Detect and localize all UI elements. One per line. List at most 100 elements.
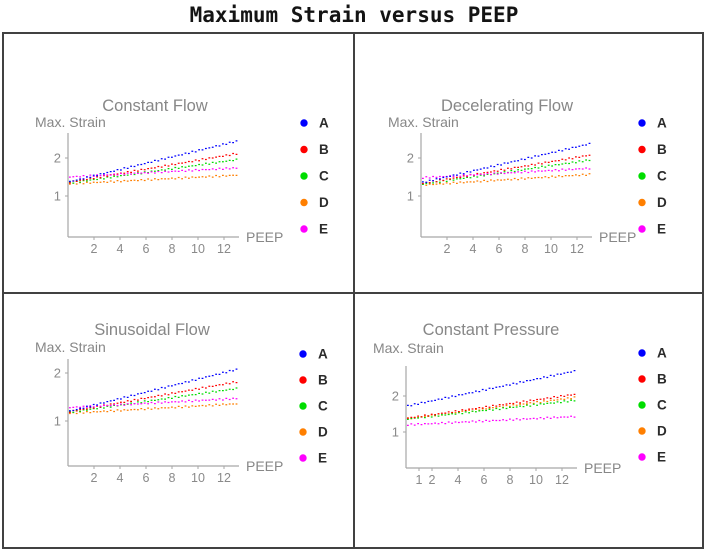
x-tick-label: 10 bbox=[544, 242, 558, 256]
legend-label-D: D bbox=[319, 195, 329, 210]
subplot-constant-flow: Constant Flow Max. Strain 2 4 6 8 10 12 PEEP 1 2 A B… bbox=[4, 34, 355, 294]
x-tick-label: 10 bbox=[191, 471, 205, 485]
legend-label-D: D bbox=[657, 424, 667, 439]
legend-label-B: B bbox=[657, 142, 667, 157]
x-axis-label: PEEP bbox=[246, 229, 283, 245]
x-tick-label: 12 bbox=[217, 242, 231, 256]
subplot-grid: Constant Flow Max. Strain 2 4 6 8 10 12 PEEP 1 2 A B… bbox=[2, 32, 704, 549]
x-tick-label: 8 bbox=[507, 473, 514, 487]
legend-dot-A bbox=[299, 350, 307, 358]
legend-label-C: C bbox=[319, 169, 329, 184]
x-tick-label: 6 bbox=[496, 242, 503, 256]
y-axis-label: Max. Strain bbox=[35, 114, 106, 130]
legend-dot-B bbox=[299, 376, 307, 384]
legend-dot-E bbox=[638, 225, 646, 233]
legend-dot-A bbox=[638, 119, 646, 127]
x-tick-label: 10 bbox=[191, 242, 205, 256]
y-axis-label: Max. Strain bbox=[373, 340, 444, 356]
series-E-line bbox=[422, 167, 591, 179]
series-D-line bbox=[69, 174, 238, 185]
series-A-line bbox=[69, 368, 238, 412]
series-A-line bbox=[422, 142, 591, 183]
subplot-decelerating-flow: Decelerating Flow Max. Strain 2 4 6 8 10 12 PEEP… bbox=[355, 34, 702, 294]
series-C-line bbox=[69, 387, 238, 414]
x-axis-label: PEEP bbox=[599, 229, 636, 245]
subplot-title: Constant Pressure bbox=[423, 321, 560, 339]
legend-label-A: A bbox=[319, 116, 329, 131]
series-E-line bbox=[407, 415, 576, 426]
y-axis-label: Max. Strain bbox=[35, 339, 106, 355]
y-tick-label: 2 bbox=[54, 366, 61, 381]
legend-label-C: C bbox=[657, 169, 667, 184]
subplot-sinusoidal-flow: Sinusoidal Flow Max. Strain 2 4 6 8 10 12 PEEP 1 2… bbox=[4, 294, 355, 547]
legend-label-A: A bbox=[657, 346, 667, 361]
legend-dot-D bbox=[638, 427, 646, 435]
x-tick-label: 2 bbox=[444, 242, 451, 256]
series-D-line bbox=[422, 173, 591, 186]
figure-title: Maximum Strain versus PEEP bbox=[189, 3, 519, 27]
legend-dot-B bbox=[638, 375, 646, 383]
y-tick-label: 1 bbox=[407, 189, 414, 204]
legend-dot-C bbox=[638, 401, 646, 409]
legend-label-D: D bbox=[318, 425, 328, 440]
legend-label-E: E bbox=[318, 451, 327, 466]
series-B-line bbox=[422, 154, 591, 185]
x-tick-label: 4 bbox=[470, 242, 477, 256]
x-tick-label: 4 bbox=[117, 242, 124, 256]
legend-dot-A bbox=[638, 349, 646, 357]
y-tick-label: 1 bbox=[392, 425, 399, 440]
legend-label-E: E bbox=[657, 222, 666, 237]
subplot-title: Constant Flow bbox=[102, 97, 208, 115]
legend-dot-D bbox=[300, 198, 308, 207]
x-tick-label: 6 bbox=[143, 242, 150, 256]
x-tick-label: 4 bbox=[117, 471, 124, 485]
series-E-line bbox=[69, 397, 238, 409]
series-C-line bbox=[422, 159, 591, 186]
x-tick-label: 6 bbox=[143, 471, 150, 485]
x-tick-label: 6 bbox=[481, 473, 488, 487]
series-D-line bbox=[407, 396, 576, 420]
legend-dot-E bbox=[299, 454, 307, 462]
series-C-line bbox=[407, 399, 576, 420]
legend-label-C: C bbox=[657, 398, 667, 413]
series-D-line bbox=[69, 403, 238, 415]
subplot-title: Sinusoidal Flow bbox=[94, 321, 210, 339]
legend-dot-E bbox=[638, 453, 646, 461]
legend-label-B: B bbox=[319, 142, 329, 157]
x-tick-label: 12 bbox=[555, 473, 569, 487]
legend-dot-C bbox=[300, 172, 308, 180]
x-tick-label: 4 bbox=[455, 473, 462, 487]
x-tick-label: 1 bbox=[416, 473, 423, 487]
series-A-line bbox=[407, 369, 576, 407]
y-tick-label: 1 bbox=[54, 189, 61, 204]
legend-label-A: A bbox=[318, 347, 328, 362]
x-axis-label: PEEP bbox=[246, 458, 283, 474]
legend-dot-A bbox=[300, 119, 308, 127]
y-tick-label: 1 bbox=[54, 414, 61, 429]
y-tick-label: 2 bbox=[407, 151, 414, 166]
legend-label-E: E bbox=[319, 222, 328, 237]
y-tick-label: 2 bbox=[392, 389, 399, 404]
series-B-line bbox=[69, 381, 238, 413]
series-A-line bbox=[69, 140, 238, 182]
x-tick-label: 8 bbox=[522, 242, 529, 256]
legend-label-E: E bbox=[657, 450, 666, 465]
x-tick-label: 8 bbox=[169, 471, 176, 485]
subplot-title: Decelerating Flow bbox=[441, 97, 573, 115]
legend-dot-B bbox=[638, 145, 646, 154]
series-C-line bbox=[69, 158, 238, 184]
x-tick-label: 2 bbox=[429, 473, 436, 487]
legend-label-D: D bbox=[657, 195, 667, 210]
legend-label-B: B bbox=[657, 372, 667, 387]
legend-dot-E bbox=[300, 225, 308, 233]
legend-label-A: A bbox=[657, 116, 667, 131]
y-axis-label: Max. Strain bbox=[388, 114, 459, 130]
series-B-line bbox=[69, 152, 238, 184]
x-tick-label: 8 bbox=[169, 242, 176, 256]
y-tick-label: 2 bbox=[54, 151, 61, 166]
